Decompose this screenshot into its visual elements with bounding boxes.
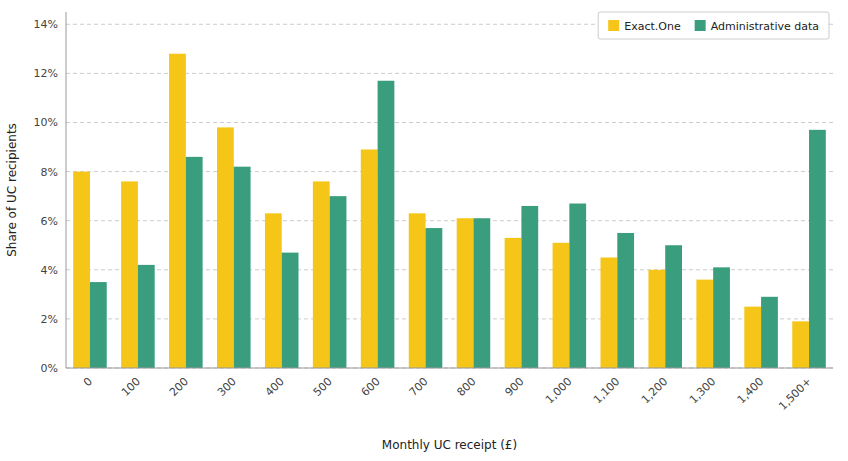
bar (505, 238, 522, 368)
x-tick-label: 1,500+ (776, 375, 814, 413)
x-tick-label: 800 (455, 375, 479, 399)
x-tick-label: 900 (502, 375, 526, 399)
legend-swatch (608, 20, 619, 31)
legend: Exact.One Administrative data (598, 12, 829, 39)
bar (761, 297, 778, 368)
bar (121, 181, 138, 368)
x-tick-label: 1,100 (591, 375, 622, 406)
legend-label: Exact.One (624, 20, 681, 33)
y-tick-label: 10% (34, 116, 58, 129)
x-tick-label: 1,400 (735, 375, 766, 406)
bar (473, 218, 490, 368)
x-tick-label: 1,300 (687, 375, 718, 406)
x-tick-label: 200 (167, 375, 191, 399)
x-tick-label: 300 (215, 375, 239, 399)
y-tick-label: 4% (41, 264, 58, 277)
bars (73, 54, 826, 368)
bar (744, 307, 761, 368)
bar (138, 265, 155, 368)
bar (169, 54, 186, 368)
bar (282, 253, 299, 368)
y-tick-label: 12% (34, 67, 58, 80)
bar (665, 245, 682, 368)
x-tick-label: 1,000 (543, 375, 574, 406)
x-tick-label: 1,200 (639, 375, 670, 406)
bar (792, 321, 809, 368)
bar (378, 81, 395, 368)
bar (234, 167, 251, 368)
bar (457, 218, 474, 368)
y-tick-label: 6% (41, 215, 58, 228)
y-tick-label: 8% (41, 166, 58, 179)
chart: 0% 2% 4% 6% 8% 10% 12% 14% 0 100 200 300 400 500 600 70… (0, 0, 848, 461)
x-tick-label: 100 (119, 375, 143, 399)
bar (361, 149, 378, 368)
legend-swatch (695, 20, 706, 31)
y-axis-title: Share of UC recipients (5, 123, 19, 257)
x-tick-label: 500 (311, 375, 335, 399)
bar (648, 270, 665, 368)
y-tick-label: 14% (34, 18, 58, 31)
y-axis-line (66, 12, 67, 368)
bar (696, 280, 713, 368)
bar (330, 196, 347, 368)
bar (617, 233, 634, 368)
x-tick-label: 400 (263, 375, 287, 399)
bar (426, 228, 443, 368)
y-tick-label: 2% (41, 313, 58, 326)
bar (409, 213, 426, 368)
legend-box (598, 12, 829, 39)
bar (217, 127, 234, 368)
bar (73, 172, 90, 368)
bar (90, 282, 107, 368)
x-axis-line (66, 368, 833, 369)
x-tick-label: 0 (81, 375, 95, 389)
grid-line (66, 368, 833, 369)
bar (313, 181, 330, 368)
x-axis-title: Monthly UC receipt (£) (382, 438, 517, 452)
x-tick-label: 700 (407, 375, 431, 399)
bar (713, 267, 730, 368)
x-tick-label: 600 (359, 375, 383, 399)
bar (601, 258, 618, 368)
y-tick-label: 0% (41, 362, 58, 375)
bar (809, 130, 826, 368)
bar (265, 213, 282, 368)
bar (569, 204, 586, 368)
bar (521, 206, 538, 368)
legend-label: Administrative data (711, 20, 819, 33)
bar (186, 157, 203, 368)
bar (553, 243, 570, 368)
